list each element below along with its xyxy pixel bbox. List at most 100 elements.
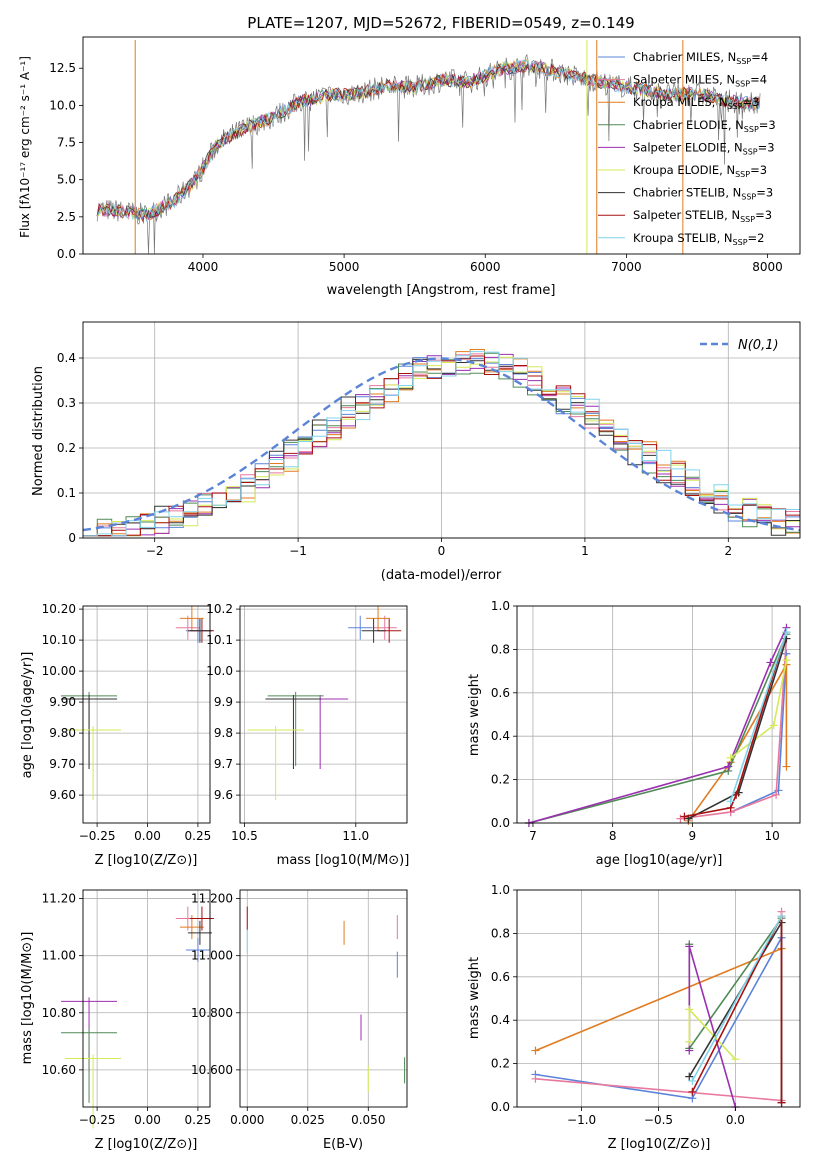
EBV-mass-ytick-label: 10.800 xyxy=(191,1006,233,1020)
residuals-legend: N(0,1) xyxy=(700,338,779,353)
age-weight-line xyxy=(730,660,788,759)
normal-legend-label: N(0,1) xyxy=(738,338,779,353)
mass-age-ytick-label: 9.6 xyxy=(214,788,233,802)
age-weight-marker xyxy=(726,797,735,806)
Z-age-ytick-label: 9.70 xyxy=(49,757,76,771)
residuals-xlabel: (data-model)/error xyxy=(381,568,502,583)
Z-weight-ylabel: mass weight xyxy=(467,957,482,1039)
age-weight-xlabel: age [log10(age/yr)] xyxy=(596,853,723,868)
EBV-mass-xtick-label: 0.000 xyxy=(230,1113,264,1127)
age-weight-marker xyxy=(782,656,791,665)
EBV-mass-ytick-label: 11.200 xyxy=(191,892,233,906)
Z-weight-frame xyxy=(516,889,801,1108)
mass-age-ytick-label: 10.0 xyxy=(206,664,233,678)
Z-mass-xlabel: Z [log10(Z/Z⊙)] xyxy=(95,1137,198,1152)
Z-weight-xtick-label: −0.5 xyxy=(644,1113,673,1127)
legend-label: Kroupa STELIB, NSSP=2 xyxy=(633,231,764,247)
age-weight-line xyxy=(729,631,788,802)
EBV-mass-ytick-label: 11.000 xyxy=(191,949,233,963)
residuals-ytick-label: 0.4 xyxy=(57,351,76,365)
Z-mass-ylabel: mass [log10(M/M⊙)] xyxy=(20,932,35,1065)
age-weight-ytick-label: 1.0 xyxy=(491,599,510,613)
age-weight-line xyxy=(687,661,788,822)
age-weight-marker xyxy=(676,814,685,823)
age-weight-ylabel: mass weight xyxy=(467,674,482,756)
residuals-panel: −2 −1 0 1 200.10.20.30.4 (data-model)/error … xyxy=(31,321,801,583)
mass-age-frame xyxy=(239,605,408,824)
residuals-ytick-label: 0 xyxy=(68,531,76,545)
EBV-mass-xlabel: E(B-V) xyxy=(323,1137,363,1152)
spectrum-ytick-label: 0.0 xyxy=(57,247,76,261)
Z-weight-marker xyxy=(531,1074,540,1083)
residuals-ylabel: Normed distribution xyxy=(31,366,46,496)
age-weight-marker xyxy=(769,721,778,730)
mass-age-ytick-label: 9.9 xyxy=(214,695,233,709)
residuals-xtick-label: 1 xyxy=(581,544,589,558)
Z-weight-marker xyxy=(685,1005,694,1014)
residuals-ytick-label: 0.2 xyxy=(57,441,76,455)
Z-weight-marker xyxy=(688,1076,697,1085)
age-weight-marker xyxy=(724,762,733,771)
spectrum-xtick-label: 8000 xyxy=(752,260,783,274)
Z-age-ytick-label: 9.80 xyxy=(49,726,76,740)
Z-weight-panel: −1.0 −0.5 0.0 0.0 0.2 0.4 0.6 0.8 1.0 Z [log10(Z… xyxy=(467,883,801,1152)
spectrum-xtick-label: 7000 xyxy=(611,260,642,274)
age-weight-ytick-label: 0.8 xyxy=(491,642,510,656)
EBV-mass-xtick-label: 0.050 xyxy=(351,1113,385,1127)
Z-weight-ytick-label: 1.0 xyxy=(491,883,510,897)
Z-age-ylabel: age [log10(age/yr)] xyxy=(20,652,35,779)
age-weight-xtick-label: 10 xyxy=(764,829,779,843)
legend-label: Salpeter MILES, NSSP=4 xyxy=(633,73,767,89)
legend-label: Salpeter ELODIE, NSSP=3 xyxy=(633,140,775,156)
Z-age-ytick-label: 9.60 xyxy=(49,788,76,802)
spectrum-model-line xyxy=(96,58,760,222)
age-weight-marker xyxy=(680,812,689,821)
legend-label: Chabrier MILES, NSSP=4 xyxy=(633,50,768,66)
spectrum-xtick-label: 5000 xyxy=(329,260,360,274)
spectrum-frame xyxy=(82,36,801,255)
age-weight-ytick-label: 0.6 xyxy=(491,686,510,700)
Z-weight-ytick-label: 0.6 xyxy=(491,970,510,984)
Z-weight-ytick-label: 0.8 xyxy=(491,926,510,940)
age-weight-line xyxy=(528,627,788,824)
Z-weight-marker xyxy=(685,1037,694,1046)
spectrum-xtick-label: 4000 xyxy=(188,260,219,274)
spectrum-panel: 4000 5000 6000 7000 8000 0.0 2.5 5.0 7.5 10.0 12.5… xyxy=(18,14,801,298)
Z-age-ytick-label: 10.00 xyxy=(42,664,76,678)
Z-weight-marker xyxy=(777,1098,786,1107)
mass-age-ytick-label: 9.8 xyxy=(214,726,233,740)
spectrum-ytick-label: 7.5 xyxy=(57,136,76,150)
Z-weight-xtick-label: 0.0 xyxy=(726,1113,745,1127)
Z-weight-line xyxy=(535,947,782,1052)
age-weight-panel: 7 8 9 10 0.0 0.2 0.4 0.6 0.8 1.0 age [log10(age/y… xyxy=(467,599,801,868)
Z-age-xtick-label: −0.25 xyxy=(79,829,116,843)
legend-label: Kroupa ELODIE, NSSP=3 xyxy=(633,163,767,179)
residuals-ytick-label: 0.1 xyxy=(57,486,76,500)
residuals-xtick-label: −1 xyxy=(289,544,307,558)
Z-mass-xtick-label: −0.25 xyxy=(79,1113,116,1127)
age-weight-xtick-label: 9 xyxy=(689,829,697,843)
Z-age-xtick-label: 0.25 xyxy=(185,829,212,843)
Z-weight-marker xyxy=(777,912,786,921)
mass-age-panel: 10.5 11.0 9.6 9.7 9.8 9.9 10.0 10.1 10.2 mass [l… xyxy=(206,602,409,868)
mass-age-ytick-label: 10.1 xyxy=(206,633,233,647)
Z-mass-frame xyxy=(82,889,211,1108)
age-weight-marker xyxy=(726,753,735,762)
spectrum-ytick-label: 5.0 xyxy=(57,173,76,187)
age-weight-ytick-label: 0.4 xyxy=(491,729,510,743)
Z-weight-marker xyxy=(685,1046,694,1055)
Z-mass-xtick-label: 0.00 xyxy=(134,1113,161,1127)
mass-age-ytick-label: 9.7 xyxy=(214,757,233,771)
age-weight-line xyxy=(528,633,788,824)
Z-weight-marker xyxy=(685,942,694,951)
residuals-xtick-label: −2 xyxy=(146,544,164,558)
mass-age-xtick-label: 11.0 xyxy=(342,829,369,843)
Z-age-panel: −0.25 0.00 0.25 9.60 9.70 9.80 9.90 10.00 10.10 1… xyxy=(20,602,214,868)
EBV-mass-ytick-label: 10.600 xyxy=(191,1063,233,1077)
Z-mass-xtick-label: 0.25 xyxy=(185,1113,212,1127)
EBV-mass-panel: 0.000 0.025 0.05010.60010.80011.00011.200 … xyxy=(191,889,408,1152)
Z-age-xlabel: Z [log10(Z/Z⊙)] xyxy=(95,853,198,868)
spectrum-ylabel: Flux [fλ10⁻¹⁷ erg cm⁻² s⁻¹ A⁻¹] xyxy=(18,56,32,238)
EBV-mass-xtick-label: 0.025 xyxy=(291,1113,325,1127)
